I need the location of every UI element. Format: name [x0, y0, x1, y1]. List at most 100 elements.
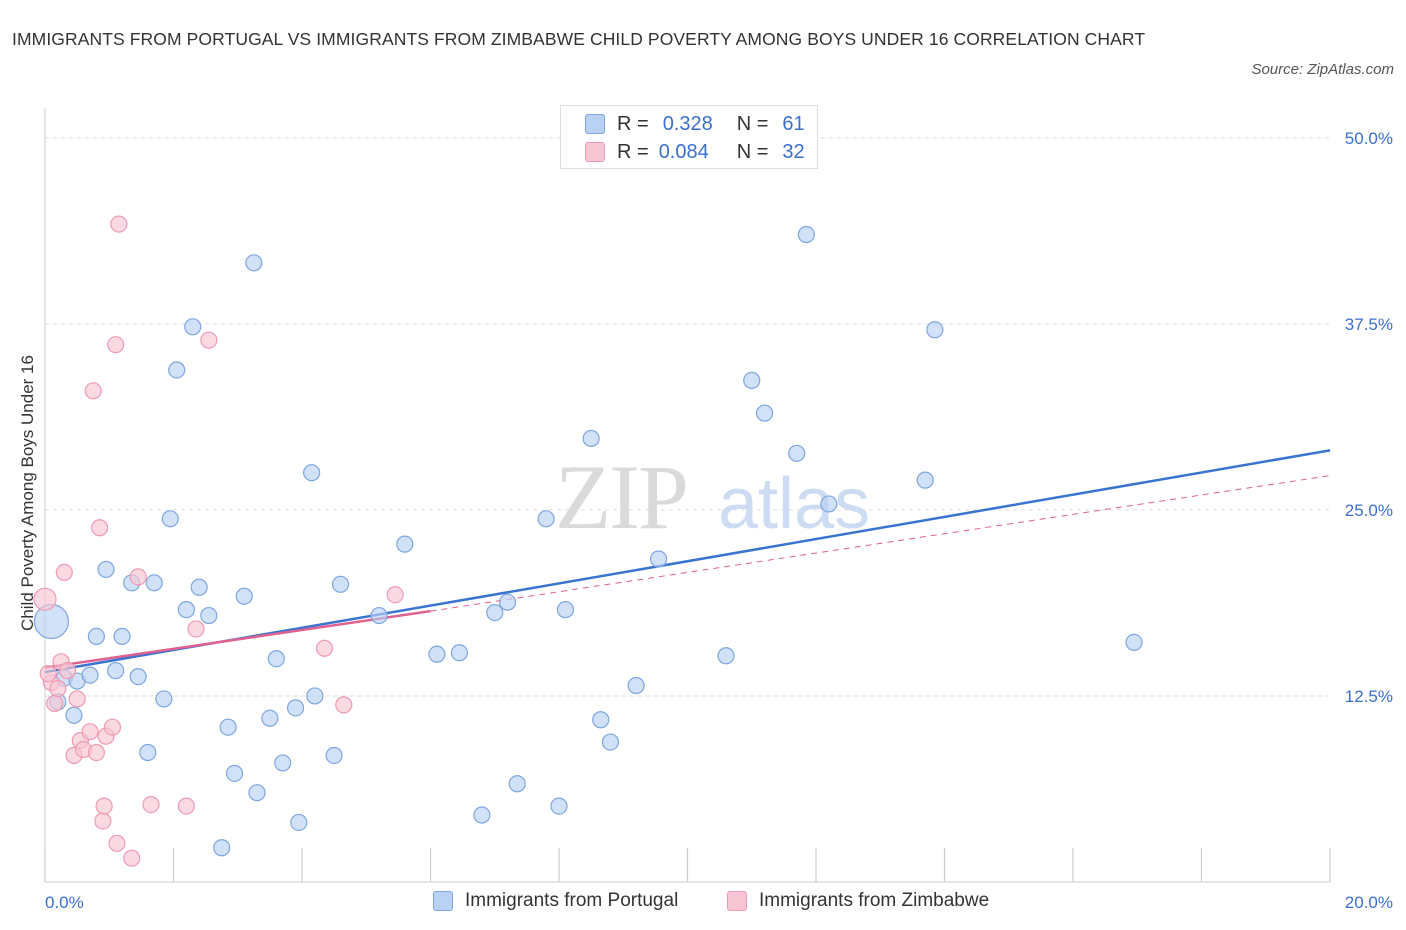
axis-layer	[44, 108, 1331, 883]
zimbabwe-point	[33, 587, 57, 611]
legend-r-label: R =	[617, 112, 649, 135]
portugal-point	[200, 606, 218, 625]
portugal-point	[582, 429, 600, 448]
zimbabwe-point	[87, 743, 106, 762]
portugal-point	[717, 647, 735, 665]
portugal-point	[396, 535, 414, 553]
y-axis-label: Child Poverty Among Boys Under 16	[18, 355, 37, 631]
portugal-point	[370, 606, 388, 625]
zimbabwe-legend-swatch	[727, 891, 747, 911]
portugal-point	[235, 587, 253, 605]
portugal-point	[743, 371, 761, 389]
portugal-point	[161, 510, 179, 528]
zimbabwe-swatch	[585, 142, 605, 162]
points-layer	[33, 215, 1143, 867]
chart-source: Source: ZipAtlas.com	[1251, 61, 1394, 78]
zimbabwe-trendline-extension	[430, 475, 1331, 612]
zimbabwe-point	[94, 812, 112, 830]
legend-n-label: N =	[736, 112, 769, 135]
grid-layer	[45, 137, 1330, 697]
zimbabwe-point	[108, 834, 126, 852]
correlation-legend: R = 0.328 N = 61 R = 0.084 N = 32	[560, 105, 818, 169]
portugal-point	[1125, 633, 1143, 651]
portugal-point	[107, 662, 125, 680]
chart-title: IMMIGRANTS FROM PORTUGAL VS IMMIGRANTS F…	[12, 29, 1146, 49]
bottom-legend-label-zimbabwe: Immigrants from Zimbabwe	[759, 890, 990, 911]
portugal-point	[508, 775, 526, 793]
zimbabwe-point	[386, 586, 404, 604]
portugal-point	[225, 764, 244, 782]
bottom-legend-portugal: Immigrants from Portugal	[433, 890, 678, 912]
zimbabwe-point	[129, 568, 147, 586]
x-tick-label: 0.0%	[45, 893, 84, 912]
legend-r-value-zimbabwe: 0.084	[658, 140, 709, 163]
zimbabwe-point	[49, 679, 67, 698]
portugal-point	[190, 578, 208, 596]
portugal-point	[303, 464, 321, 482]
portugal-point	[916, 471, 934, 489]
zimbabwe-point	[39, 665, 57, 683]
legend-r-value-portugal: 0.328	[662, 112, 713, 135]
portugal-point	[649, 550, 668, 568]
portugal-point	[601, 733, 620, 751]
zimbabwe-point	[91, 519, 109, 537]
zimbabwe-point	[103, 718, 122, 736]
portugal-point	[325, 746, 343, 765]
legend-r-label: R =	[617, 140, 649, 163]
zimbabwe-point	[46, 694, 64, 712]
portugal-point	[87, 627, 106, 646]
zimbabwe-point	[110, 215, 128, 233]
portugal-point	[261, 709, 279, 727]
label-layer: 12.5% 25.0% 37.5% 50.0% 0.0% 20.0%	[45, 129, 1393, 912]
zimbabwe-point	[142, 795, 160, 814]
portugal-point	[550, 797, 568, 815]
zimbabwe-point	[95, 797, 113, 815]
legend-row-zimbabwe: R = 0.084 N = 32	[585, 139, 805, 165]
portugal-point	[797, 225, 815, 244]
portugal-point	[219, 718, 237, 736]
legend-n-value-portugal: 61	[782, 112, 805, 135]
watermark-layer: ZIP atlas	[555, 446, 870, 548]
portugal-point	[286, 699, 305, 717]
portugal-point	[306, 687, 324, 705]
bottom-legend-zimbabwe: Immigrants from Zimbabwe	[727, 890, 989, 912]
y-tick-label: 50.0%	[1345, 129, 1393, 148]
zimbabwe-point	[84, 382, 102, 400]
portugal-point	[97, 560, 115, 579]
portugal-point	[499, 593, 517, 611]
y-tick-label: 12.5%	[1345, 687, 1393, 706]
portugal-point	[267, 650, 285, 668]
portugal-point	[155, 690, 173, 708]
y-tick-label: 37.5%	[1345, 315, 1393, 334]
portugal-point	[820, 495, 838, 513]
portugal-point	[184, 318, 202, 336]
zimbabwe-point	[335, 696, 353, 714]
portugal-point	[81, 666, 99, 684]
zimbabwe-point	[58, 662, 77, 680]
portugal-point	[755, 404, 774, 422]
portugal-point	[248, 784, 266, 802]
portugal-point	[556, 601, 575, 619]
portugal-point	[168, 361, 186, 379]
zimbabwe-point	[200, 331, 218, 349]
portugal-point	[33, 603, 70, 640]
portugal-point	[113, 627, 131, 646]
portugal-point	[331, 575, 350, 593]
legend-row-portugal: R = 0.328 N = 61	[585, 111, 805, 137]
watermark-zip: ZIP	[555, 446, 687, 548]
zimbabwe-point	[315, 639, 334, 657]
portugal-swatch	[585, 114, 605, 134]
legend-n-label: N =	[736, 140, 769, 163]
portugal-point	[274, 754, 292, 772]
portugal-point	[473, 806, 491, 824]
portugal-point	[926, 321, 944, 339]
zimbabwe-point	[55, 563, 73, 582]
portugal-point	[627, 676, 645, 695]
portugal-point	[129, 667, 147, 686]
trend-layer	[44, 449, 1331, 674]
portugal-point	[145, 574, 163, 592]
portugal-point	[245, 254, 263, 272]
legend-n-value-zimbabwe: 32	[782, 140, 805, 163]
watermark-atlas: atlas	[718, 464, 870, 544]
